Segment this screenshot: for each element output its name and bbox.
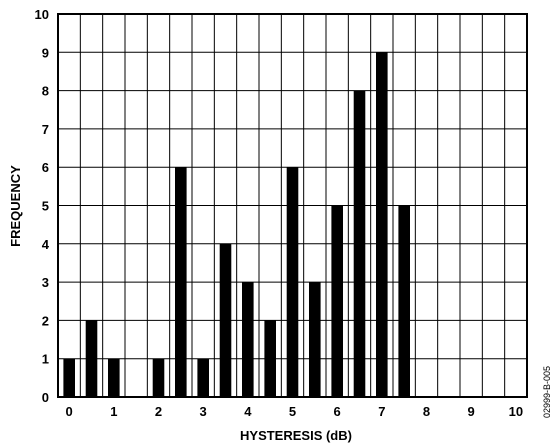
bar: [152, 358, 165, 397]
y-tick-label: 3: [42, 275, 49, 290]
y-tick-label: 5: [42, 199, 49, 214]
bar: [398, 205, 410, 397]
y-tick-label: 1: [42, 352, 49, 367]
y-tick-label: 8: [42, 84, 49, 99]
x-tick-label: 2: [155, 404, 162, 419]
y-tick-label: 6: [42, 160, 49, 175]
x-tick-label: 8: [423, 404, 430, 419]
bar: [219, 243, 232, 397]
y-tick-labels: 0 1 2 3 4 5 6 7 8 9 10: [35, 7, 50, 405]
bar: [353, 90, 366, 397]
bar: [85, 320, 98, 397]
bar: [63, 358, 75, 397]
bar: [376, 52, 388, 398]
y-tick-label: 0: [42, 390, 49, 405]
x-tick-label: 10: [509, 404, 523, 419]
figure-code: 02999-B-005: [542, 366, 552, 418]
y-tick-label: 10: [35, 7, 49, 22]
y-axis-title: FREQUENCY: [8, 165, 23, 247]
y-tick-label: 7: [42, 122, 49, 137]
y-tick-label: 2: [42, 313, 49, 328]
bar: [108, 358, 120, 397]
x-tick-label: 4: [244, 404, 252, 419]
y-tick-label: 9: [42, 45, 49, 60]
x-tick-label: 9: [468, 404, 475, 419]
bar: [197, 358, 209, 397]
x-tick-label: 3: [200, 404, 207, 419]
bars: [63, 52, 410, 398]
y-tick-label: 4: [42, 237, 50, 252]
bar: [286, 167, 299, 397]
x-tick-label: 0: [66, 404, 73, 419]
bar: [175, 167, 187, 397]
x-tick-label: 5: [289, 404, 296, 419]
bar: [309, 282, 321, 397]
x-axis-title: HYSTERESIS (dB): [240, 428, 352, 443]
x-tick-label: 6: [334, 404, 341, 419]
x-tick-label: 7: [378, 404, 385, 419]
bar: [242, 282, 254, 397]
plot-frame: [57, 13, 528, 398]
bar: [331, 205, 343, 397]
bar: [264, 320, 276, 397]
x-tick-labels: 0 1 2 3 4 5 6 7 8 9 10: [66, 404, 524, 419]
x-tick-label: 1: [110, 404, 117, 419]
